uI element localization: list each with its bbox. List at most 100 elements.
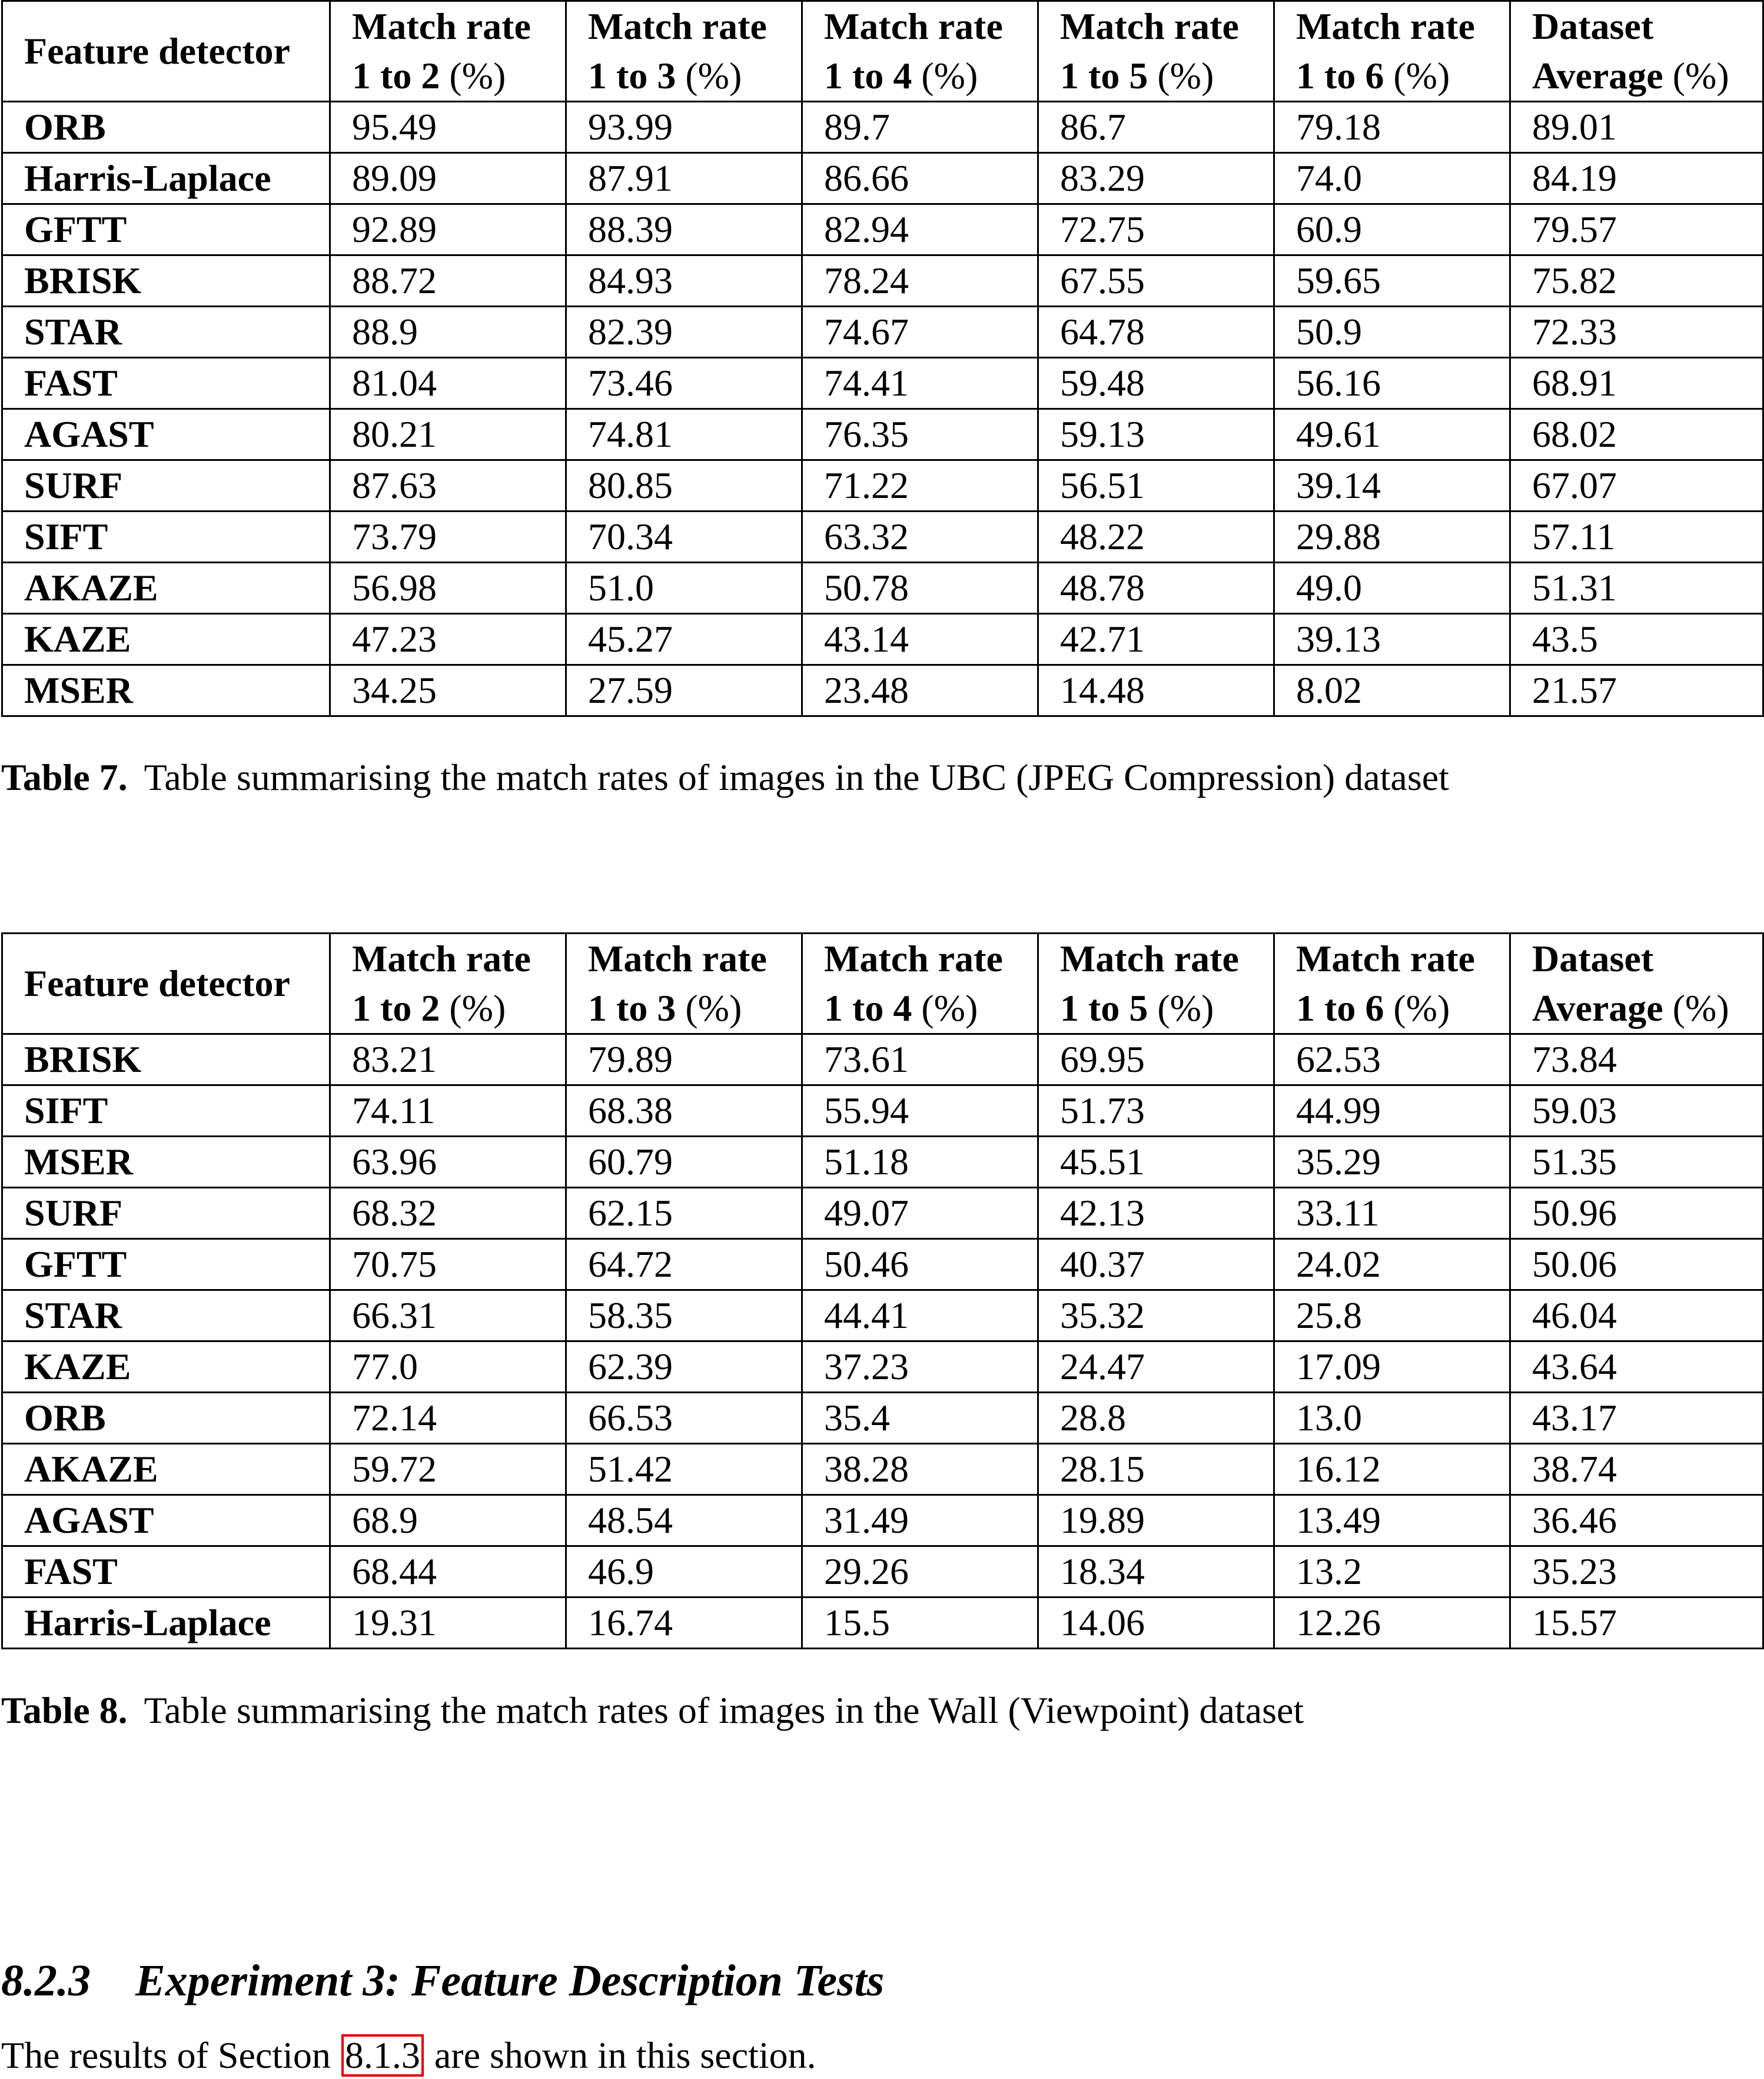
match-rate-cell: 68.44 <box>329 1545 567 1598</box>
table-row: SURF 87.63 80.85 71.22 56.51 39.14 67.07 <box>1 459 1764 512</box>
feature-detector-name: Harris-Laplace <box>1 152 331 205</box>
table-caption: Table 7. Table summarising the match rate… <box>1 754 1449 801</box>
feature-detector-name: GFTT <box>1 1238 331 1291</box>
section-title: Experiment 3: Feature Description Tests <box>135 1956 885 2005</box>
match-rate-cell: 84.19 <box>1509 152 1764 205</box>
match-rate-cell: 78.24 <box>801 254 1039 307</box>
header-match-rate-1-to-4: Match rate 1 to 4 (%) <box>801 932 1039 1035</box>
match-rate-cell: 19.31 <box>329 1596 567 1649</box>
match-rate-cell: 84.93 <box>565 254 803 307</box>
header-unit: (%) <box>921 55 978 97</box>
match-rate-cell: 68.38 <box>565 1084 803 1137</box>
match-rate-cell: 13.2 <box>1273 1545 1511 1598</box>
match-rate-cell: 31.49 <box>801 1494 1039 1547</box>
feature-detector-name: SIFT <box>1 1084 331 1137</box>
match-rate-cell: 50.9 <box>1273 305 1511 358</box>
match-rate-cell: 39.14 <box>1273 459 1511 512</box>
header-line1: Match rate <box>824 938 1003 979</box>
header-unit: (%) <box>1672 55 1729 97</box>
match-rate-cell: 73.79 <box>329 510 567 563</box>
match-rate-cell: 68.9 <box>329 1494 567 1547</box>
feature-detector-name: AGAST <box>1 1494 331 1547</box>
match-rate-cell: 93.99 <box>565 101 803 154</box>
header-line1: Match rate <box>352 938 531 979</box>
header-line2: Average <box>1532 987 1663 1029</box>
match-rate-cell: 67.55 <box>1037 254 1275 307</box>
table-row: MSER 34.25 27.59 23.48 14.48 8.02 21.57 <box>1 664 1764 717</box>
match-rate-cell: 27.59 <box>565 664 803 717</box>
match-rate-cell: 89.01 <box>1509 101 1764 154</box>
table-row: AGAST 68.9 48.54 31.49 19.89 13.49 36.46 <box>1 1494 1764 1547</box>
match-rate-cell: 49.07 <box>801 1187 1039 1240</box>
match-rate-cell: 45.51 <box>1037 1135 1275 1188</box>
table-row: SIFT 73.79 70.34 63.32 48.22 29.88 57.11 <box>1 510 1764 563</box>
header-line1: Dataset <box>1532 938 1654 979</box>
header-unit: (%) <box>1393 55 1450 97</box>
header-unit: (%) <box>685 55 742 97</box>
header-line2: 1 to 4 <box>824 55 912 97</box>
match-rate-cell: 49.61 <box>1273 408 1511 461</box>
match-rate-cell: 34.25 <box>329 664 567 717</box>
feature-detector-name: SURF <box>1 1187 331 1240</box>
match-rate-cell: 13.0 <box>1273 1391 1511 1444</box>
table-row: AKAZE 56.98 51.0 50.78 48.78 49.0 51.31 <box>1 562 1764 615</box>
feature-detector-name: AGAST <box>1 408 331 461</box>
caption-label: Table 8. <box>1 1689 128 1731</box>
match-rate-cell: 86.7 <box>1037 101 1275 154</box>
match-rate-cell: 51.42 <box>565 1443 803 1496</box>
header-line2: 1 to 6 <box>1296 55 1384 97</box>
match-rate-cell: 59.13 <box>1037 408 1275 461</box>
match-rate-cell: 68.32 <box>329 1187 567 1240</box>
header-line2: 1 to 4 <box>824 987 912 1029</box>
match-rate-cell: 68.91 <box>1509 357 1764 410</box>
header-line2: 1 to 3 <box>588 987 676 1029</box>
table-row: SURF 68.32 62.15 49.07 42.13 33.11 50.96 <box>1 1187 1764 1240</box>
section-reference-link[interactable]: 8.1.3 <box>341 2034 424 2077</box>
feature-detector-name: ORB <box>1 1391 331 1444</box>
match-rate-cell: 83.21 <box>329 1033 567 1086</box>
match-rate-cell: 48.78 <box>1037 562 1275 615</box>
match-rate-cell: 43.17 <box>1509 1391 1764 1444</box>
match-rate-cell: 44.41 <box>801 1289 1039 1342</box>
match-rate-cell: 56.16 <box>1273 357 1511 410</box>
match-rate-cell: 35.4 <box>801 1391 1039 1444</box>
match-rate-cell: 79.57 <box>1509 203 1764 256</box>
match-rate-cell: 14.06 <box>1037 1596 1275 1649</box>
header-line1: Match rate <box>352 5 531 47</box>
match-rate-cell: 59.48 <box>1037 357 1275 410</box>
feature-detector-name: STAR <box>1 305 331 358</box>
match-rate-cell: 67.07 <box>1509 459 1764 512</box>
match-rate-cell: 70.75 <box>329 1238 567 1291</box>
match-rate-cell: 86.66 <box>801 152 1039 205</box>
header-unit: (%) <box>685 987 742 1029</box>
feature-detector-name: MSER <box>1 1135 331 1188</box>
header-unit: (%) <box>921 987 978 1029</box>
table-row: STAR 88.9 82.39 74.67 64.78 50.9 72.33 <box>1 305 1764 358</box>
match-rate-cell: 72.14 <box>329 1391 567 1444</box>
match-rate-cell: 60.79 <box>565 1135 803 1188</box>
match-rate-cell: 38.28 <box>801 1443 1039 1496</box>
match-rate-cell: 16.74 <box>565 1596 803 1649</box>
feature-detector-name: BRISK <box>1 1033 331 1086</box>
match-rate-cell: 62.53 <box>1273 1033 1511 1086</box>
header-line1: Match rate <box>1296 5 1475 47</box>
table-header-row: Feature detector Match rate 1 to 2 (%) M… <box>1 932 1764 1035</box>
match-rate-cell: 60.9 <box>1273 203 1511 256</box>
match-rate-cell: 51.31 <box>1509 562 1764 615</box>
match-rate-cell: 66.31 <box>329 1289 567 1342</box>
table-row: AKAZE 59.72 51.42 38.28 28.15 16.12 38.74 <box>1 1443 1764 1496</box>
match-rate-cell: 59.03 <box>1509 1084 1764 1137</box>
feature-detector-name: STAR <box>1 1289 331 1342</box>
feature-detector-name: Harris-Laplace <box>1 1596 331 1649</box>
match-rate-cell: 70.34 <box>565 510 803 563</box>
header-feature-detector: Feature detector <box>1 932 331 1035</box>
match-rate-cell: 51.35 <box>1509 1135 1764 1188</box>
match-rate-cell: 83.29 <box>1037 152 1275 205</box>
match-rate-cell: 88.9 <box>329 305 567 358</box>
header-dataset-average: Dataset Average (%) <box>1509 932 1764 1035</box>
match-rate-cell: 77.0 <box>329 1340 567 1393</box>
match-rate-cell: 35.23 <box>1509 1545 1764 1598</box>
header-line1: Match rate <box>1060 938 1239 979</box>
header-match-rate-1-to-6: Match rate 1 to 6 (%) <box>1273 0 1511 102</box>
header-line2: 1 to 3 <box>588 55 676 97</box>
